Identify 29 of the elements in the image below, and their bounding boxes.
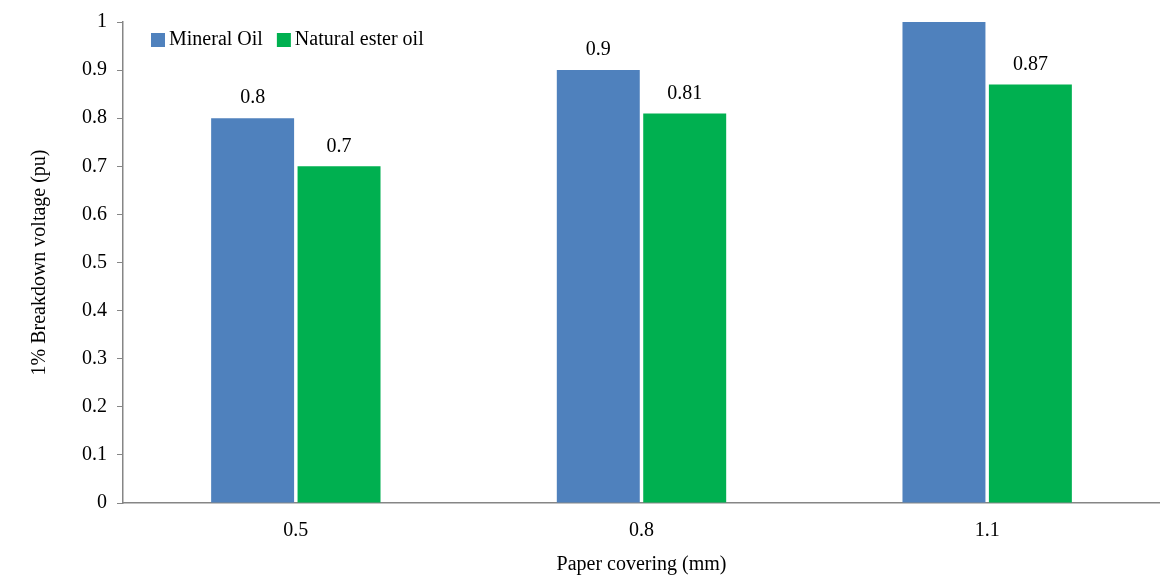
legend-label: Natural ester oil	[294, 27, 425, 50]
bar	[556, 70, 640, 503]
x-axis-title: Paper covering (mm)	[556, 552, 727, 576]
y-tick-label: 0.8	[82, 105, 107, 128]
legend-label: Mineral Oil	[169, 27, 264, 50]
y-axis-title: 1% Breakdown voltage (pu)	[27, 149, 51, 376]
bar	[902, 22, 986, 503]
y-tick-label: 0.9	[82, 57, 107, 80]
y-tick-label: 0.3	[82, 345, 107, 368]
y-tick-label: 0.7	[82, 153, 107, 176]
bar	[988, 84, 1072, 503]
x-tick-label: 0.8	[629, 518, 654, 541]
bar	[211, 118, 295, 503]
data-label: 0.7	[326, 133, 352, 156]
bar	[297, 166, 381, 503]
bar	[643, 113, 727, 503]
x-tick-label: 1.1	[974, 518, 1000, 541]
data-label: 0.8	[240, 85, 266, 108]
data-label: 0.81	[667, 80, 703, 103]
y-tick-label: 0.5	[82, 249, 107, 272]
y-tick-label: 0	[97, 490, 107, 513]
y-tick-label: 1	[97, 9, 107, 32]
data-label: 0.87	[1012, 51, 1048, 74]
y-tick-label: 0.4	[82, 297, 107, 320]
y-tick-label: 0.1	[82, 442, 107, 465]
x-tick-label: 0.5	[283, 518, 309, 541]
y-tick-label: 0.6	[82, 201, 107, 224]
y-tick-label: 0.2	[82, 394, 107, 417]
data-label: 0.9	[585, 37, 611, 60]
